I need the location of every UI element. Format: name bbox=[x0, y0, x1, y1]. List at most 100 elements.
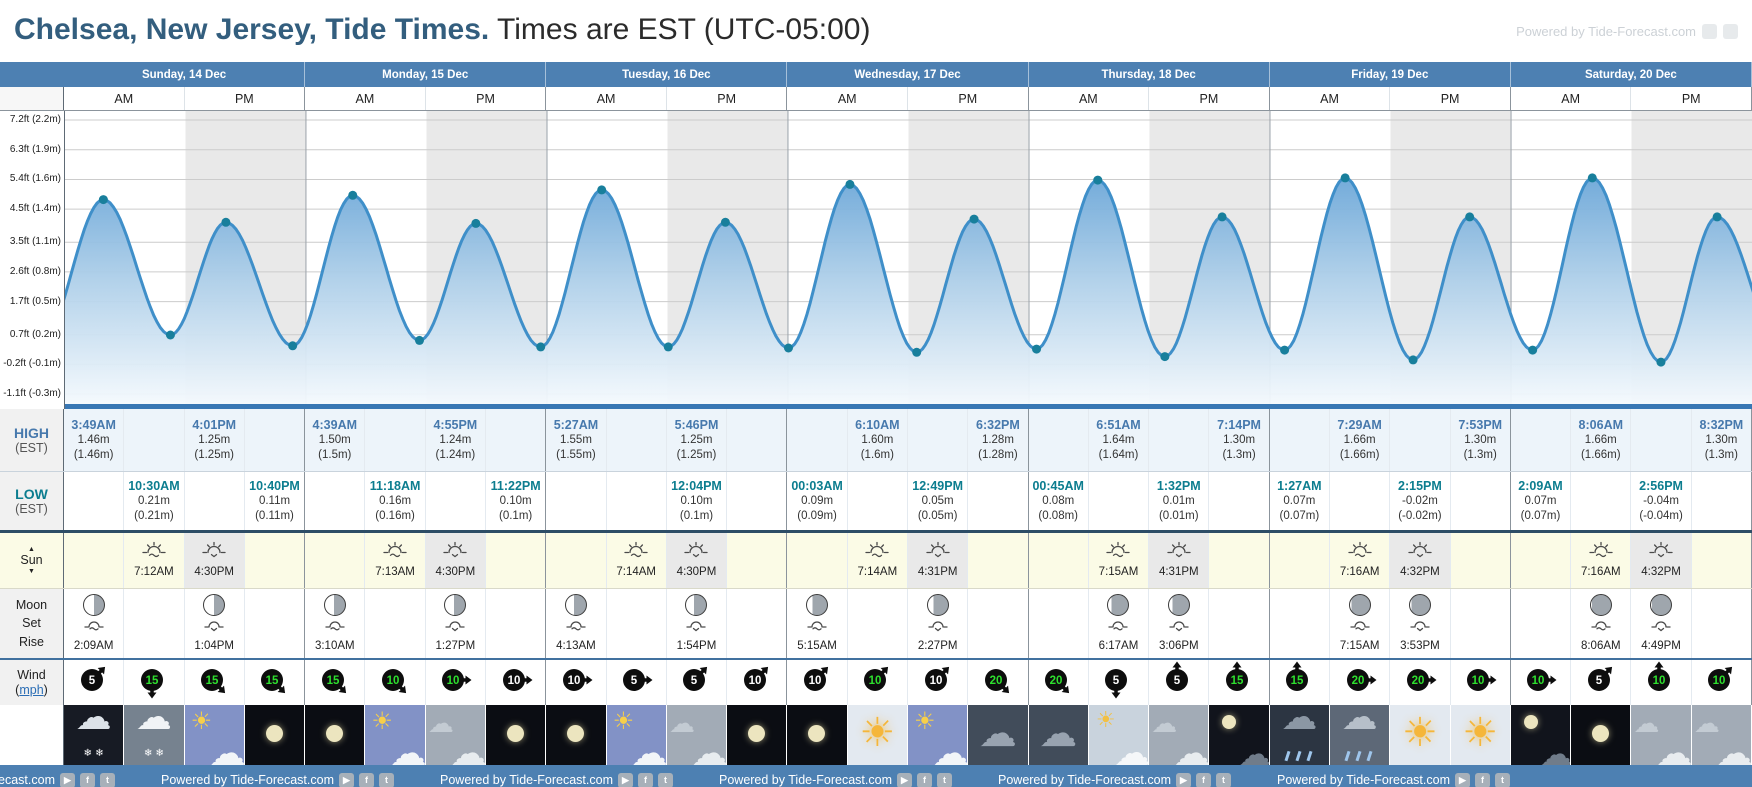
high-tide-cell bbox=[245, 409, 306, 471]
moon-rise-icon bbox=[927, 621, 948, 632]
moon-arc-wrap bbox=[1349, 618, 1370, 638]
cloud-glyph: ☁ bbox=[1151, 709, 1178, 739]
high-tide-height: 1.25m bbox=[680, 434, 713, 447]
sunset-time: 4:30PM bbox=[194, 566, 235, 579]
moon-cell bbox=[365, 589, 426, 658]
svg-text:10: 10 bbox=[447, 675, 460, 687]
sun-label-text: Sun bbox=[20, 553, 43, 568]
low-tide-time: 1:27AM bbox=[1277, 478, 1322, 493]
youtube-badge[interactable]: ▶ bbox=[1455, 772, 1470, 787]
cloud-glyph: ☁ bbox=[629, 731, 667, 765]
youtube-badge[interactable]: ▶ bbox=[897, 772, 912, 787]
moon-glyph bbox=[1222, 715, 1237, 729]
sun-empty-cell bbox=[1270, 533, 1330, 588]
low-tide-cell: 10:40PM 0.11m (0.11m) bbox=[245, 472, 306, 530]
twitter-badge[interactable]: t bbox=[379, 772, 394, 787]
wind-icon-wrap: 5 bbox=[617, 661, 655, 705]
sunrise-time: 7:14AM bbox=[857, 566, 898, 579]
low-tide-height: 0.21m bbox=[137, 495, 170, 508]
tide-high-point bbox=[969, 214, 979, 224]
low-tide-height: 0.16m bbox=[379, 495, 412, 508]
moon-phase-icon bbox=[444, 593, 467, 616]
ampm-cell-pm: PM bbox=[1631, 87, 1752, 110]
wind-icon-wrap: 10 bbox=[376, 661, 414, 705]
wind-cell: 5 bbox=[1571, 660, 1632, 705]
high-tide-cell bbox=[1029, 409, 1089, 471]
low-tide-time: 1:32PM bbox=[1156, 478, 1201, 493]
wind-cell: 15 bbox=[1209, 660, 1270, 705]
twitter-badge[interactable]: t bbox=[658, 772, 673, 787]
sun-empty-cell bbox=[787, 533, 848, 588]
svg-text:10: 10 bbox=[507, 675, 520, 687]
twitter-badge[interactable]: t bbox=[1216, 772, 1231, 787]
facebook-badge[interactable]: f bbox=[638, 772, 653, 787]
sunset-time: 4:30PM bbox=[435, 566, 476, 579]
footer-powered-by-text[interactable]: Powered by Tide-Forecast.com bbox=[440, 773, 613, 787]
moon-phase-icon bbox=[1107, 593, 1130, 616]
moon-cell: 1:04PM bbox=[185, 589, 245, 658]
sun-empty-cell bbox=[64, 533, 125, 588]
moon-glyph bbox=[808, 725, 826, 742]
high-tide-cell bbox=[365, 409, 426, 471]
sun-icon-wrap bbox=[1588, 541, 1614, 564]
sunset-time: 4:32PM bbox=[1641, 566, 1681, 579]
sun-empty-cell bbox=[546, 533, 607, 588]
high-tide-height: 1.25m bbox=[198, 434, 231, 447]
wind-unit-link[interactable]: mph bbox=[19, 682, 44, 697]
facebook-badge[interactable]: f bbox=[80, 772, 95, 787]
wind-icon-wrap: 10 bbox=[1521, 661, 1559, 705]
day-header-label: Tuesday, 16 Dec bbox=[622, 68, 711, 81]
low-tide-time: 12:04PM bbox=[671, 478, 722, 493]
footer-powered-by-text[interactable]: Powered by Tide-Forecast.com bbox=[161, 773, 334, 787]
facebook-badge[interactable]: f bbox=[1475, 772, 1490, 787]
low-tide-height-alt: (-0.02m) bbox=[1398, 509, 1442, 522]
low-tide-time: 2:09AM bbox=[1518, 478, 1563, 493]
tide-high-point bbox=[720, 217, 730, 227]
facebook-badge[interactable]: f bbox=[917, 772, 932, 787]
sun-icon-wrap bbox=[1648, 541, 1674, 564]
wind-cell: 15 bbox=[305, 660, 366, 705]
sun-set-icon bbox=[925, 542, 950, 558]
svg-text:10: 10 bbox=[869, 675, 882, 687]
sun-icon-wrap bbox=[683, 541, 709, 564]
wind-icon-wrap: 10 bbox=[1461, 661, 1499, 705]
youtube-badge[interactable]: ▶ bbox=[339, 772, 354, 787]
wind-icon-wrap: 5 bbox=[1160, 661, 1198, 705]
high-tide-cell: 5:27AM 1.55m (1.55m) bbox=[546, 409, 607, 471]
low-tide-cell bbox=[1330, 472, 1391, 530]
high-tide-height-alt: (1.66m) bbox=[1580, 448, 1621, 461]
facebook-badge[interactable]: f bbox=[1196, 772, 1211, 787]
y-axis-tick-label: -0.2ft (-0.1m) bbox=[3, 358, 61, 370]
twitter-badge[interactable]: t bbox=[100, 772, 115, 787]
wind-icon-wrap: 15 bbox=[195, 661, 233, 705]
cloud-glyph: ☁ bbox=[427, 709, 454, 739]
low-tide-cell bbox=[185, 472, 245, 530]
y-axis-tick-label: 2.6ft (0.8m) bbox=[9, 265, 61, 277]
wind-icon-wrap: 5 bbox=[1099, 661, 1137, 705]
moon-set-time: 2:09AM bbox=[73, 639, 114, 652]
low-tide-cell bbox=[1089, 472, 1150, 530]
facebook-badge[interactable]: f bbox=[359, 772, 374, 787]
youtube-badge[interactable]: ▶ bbox=[618, 772, 633, 787]
cloud-glyph: ☁ bbox=[978, 710, 1017, 755]
low-tide-height-alt: (0.08m) bbox=[1038, 509, 1079, 522]
moon-rise-time: 1:54PM bbox=[676, 639, 717, 652]
wind-cell: 10 bbox=[787, 660, 848, 705]
wind-20mph-SE-icon: 20 bbox=[1045, 668, 1070, 693]
sun-rise-icon bbox=[1347, 542, 1372, 558]
svg-text:10: 10 bbox=[929, 675, 942, 687]
twitter-badge[interactable]: t bbox=[1495, 772, 1510, 787]
wind-icon-wrap: 10 bbox=[919, 661, 957, 705]
ampm-cell-pm: PM bbox=[185, 87, 306, 110]
footer-powered-by-text[interactable]: Powered by Tide-Forecast.com bbox=[998, 773, 1171, 787]
footer-powered-by-text[interactable]: Powered by Tide-Forecast.com bbox=[1277, 773, 1450, 787]
moon-cell bbox=[1451, 589, 1511, 658]
youtube-badge[interactable]: ▶ bbox=[60, 772, 75, 787]
tide-low-point bbox=[165, 330, 175, 340]
footer-powered-by-text[interactable]: Powered by Tide-Forecast.com bbox=[0, 773, 55, 787]
tide-low-point bbox=[912, 347, 922, 357]
footer-powered-by-text[interactable]: Powered by Tide-Forecast.com bbox=[719, 773, 892, 787]
youtube-badge[interactable]: ▶ bbox=[1176, 772, 1191, 787]
twitter-badge[interactable]: t bbox=[937, 772, 952, 787]
